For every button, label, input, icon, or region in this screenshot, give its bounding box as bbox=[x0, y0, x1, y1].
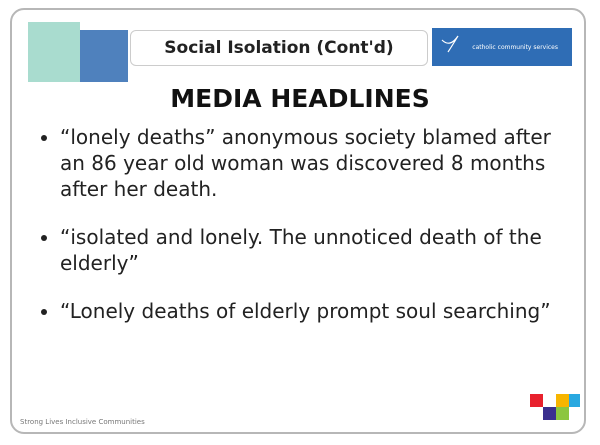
logo-text: catholic community services bbox=[472, 43, 558, 51]
logo-bird bbox=[441, 35, 459, 53]
bullet: “isolated and lonely. The unnoticed deat… bbox=[60, 224, 580, 276]
logo: catholic community services bbox=[432, 28, 572, 66]
footer: Strong Lives Inclusive Communities bbox=[20, 418, 145, 426]
heading: MEDIA HEADLINES bbox=[170, 84, 430, 113]
bullet-list: “lonely deaths” anonymous society blamed… bbox=[38, 124, 580, 346]
bullet: “Lonely deaths of elderly prompt soul se… bbox=[60, 298, 580, 324]
slide-frame bbox=[10, 8, 586, 434]
bullet: “lonely deaths” anonymous society blamed… bbox=[60, 124, 580, 202]
decor-square bbox=[80, 30, 128, 82]
decor-square bbox=[28, 22, 80, 82]
slide-title: Social Isolation (Cont'd) bbox=[130, 30, 428, 66]
corner-squares bbox=[530, 394, 580, 420]
